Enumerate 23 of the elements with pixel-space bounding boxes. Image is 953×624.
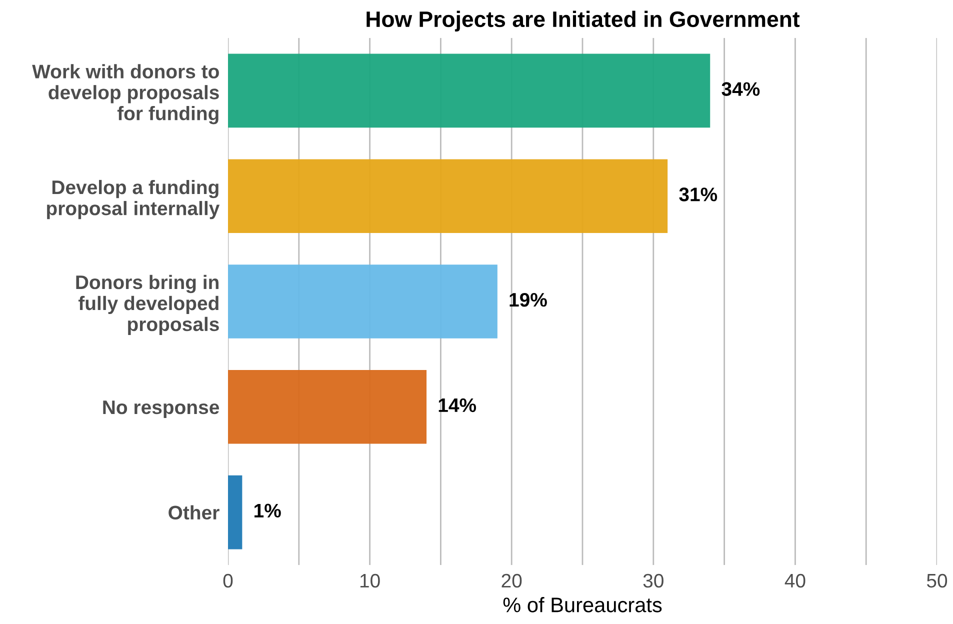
data-label: 14%: [438, 398, 476, 412]
y-tick-label: Develop a funding proposal internally: [47, 180, 220, 220]
y-tick-label: Work with donors to develop proposals for funding: [32, 64, 219, 124]
y-tick-label: No response: [103, 400, 220, 418]
bar: [228, 264, 498, 338]
x-tick-label: 50: [926, 574, 948, 588]
x-tick-label: 20: [502, 574, 522, 588]
x-tick-label: 0: [223, 574, 233, 588]
x-tick-label: 40: [784, 574, 806, 588]
data-label: 34%: [722, 82, 760, 96]
chart-title: How Projects are Initiated in Government: [366, 10, 800, 32]
bar: [228, 475, 242, 550]
x-tick-label: 10: [360, 574, 380, 588]
x-axis-title: % of Bureaucrats: [503, 597, 662, 612]
data-label: 1%: [254, 504, 281, 518]
bar: [228, 370, 427, 444]
data-label: 31%: [679, 188, 718, 202]
y-tick-label: Donors bring in fully developed proposals: [76, 274, 219, 335]
data-label: 19%: [510, 292, 547, 307]
x-tick-label: 30: [643, 574, 664, 588]
bar: [228, 54, 710, 128]
y-tick-label: Other: [168, 505, 220, 520]
bar: [228, 159, 668, 233]
